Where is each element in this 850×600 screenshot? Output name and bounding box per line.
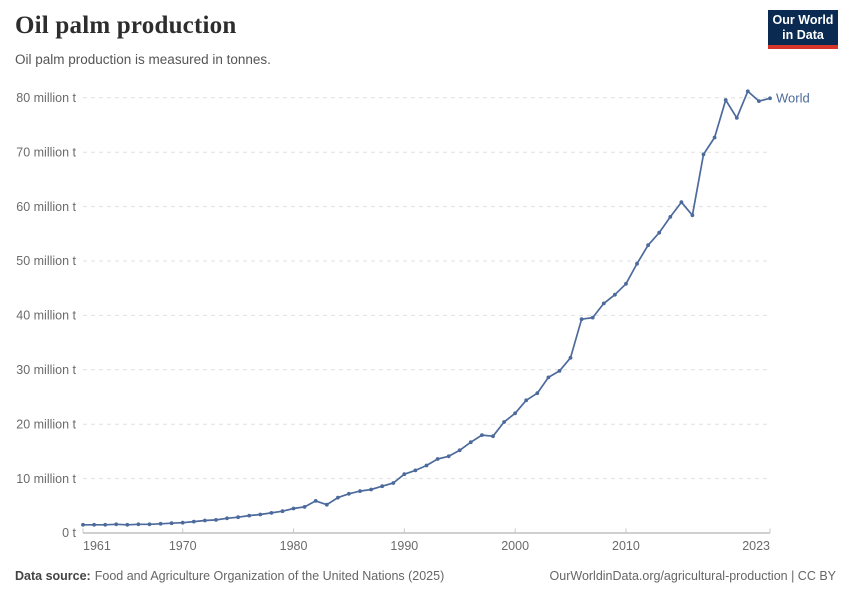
y-axis-tick-label: 40 million t	[16, 309, 76, 323]
data-point-marker[interactable]	[601, 301, 606, 306]
series-line-world[interactable]	[83, 90, 771, 526]
data-point-marker[interactable]	[768, 96, 772, 101]
owid-logo-line2: in Data	[782, 27, 824, 42]
data-point-marker[interactable]	[225, 516, 229, 521]
data-point-marker[interactable]	[701, 152, 706, 157]
page-title: Oil palm production	[15, 12, 237, 39]
data-point-marker[interactable]	[380, 484, 385, 489]
y-axis-tick-label: 50 million t	[16, 254, 76, 268]
owid-logo-line1: Our World	[772, 13, 834, 27]
data-source-text: Food and Agriculture Organization of the…	[94, 569, 445, 583]
data-point-marker[interactable]	[446, 454, 451, 459]
data-point-marker[interactable]	[391, 481, 396, 485]
data-point-marker[interactable]	[402, 472, 407, 477]
data-source-note: Data source: Food and Agriculture Organiz…	[15, 569, 444, 583]
x-axis-tick-label: 2000	[501, 539, 529, 553]
data-point-marker[interactable]	[369, 487, 373, 492]
data-point-marker[interactable]	[336, 495, 340, 500]
data-point-marker[interactable]	[191, 519, 196, 524]
x-axis-tick-label: 1980	[280, 539, 308, 553]
y-axis-tick-label: 30 million t	[16, 363, 76, 377]
data-point-marker[interactable]	[247, 513, 252, 518]
data-point-marker[interactable]	[169, 521, 174, 526]
data-point-marker[interactable]	[358, 489, 362, 493]
x-axis-tick-label: 1990	[390, 539, 418, 553]
data-point-marker[interactable]	[734, 116, 739, 120]
data-point-marker[interactable]	[524, 398, 529, 403]
data-point-marker[interactable]	[535, 391, 540, 396]
data-point-marker[interactable]	[214, 518, 218, 522]
data-point-marker[interactable]	[313, 499, 318, 503]
y-axis-tick-label: 80 million t	[16, 91, 76, 105]
data-point-marker[interactable]	[468, 440, 473, 445]
data-point-marker[interactable]	[81, 522, 85, 527]
data-point-marker[interactable]	[657, 230, 662, 235]
data-point-marker[interactable]	[180, 520, 185, 525]
data-point-marker[interactable]	[424, 463, 429, 468]
data-point-marker[interactable]	[302, 505, 307, 509]
data-point-marker[interactable]	[480, 433, 484, 437]
data-point-marker[interactable]	[347, 491, 351, 496]
data-point-marker[interactable]	[103, 522, 108, 527]
data-point-marker[interactable]	[613, 292, 617, 297]
x-axis-tick-label: 1970	[169, 539, 197, 553]
data-point-marker[interactable]	[624, 281, 628, 286]
data-point-marker[interactable]	[579, 317, 584, 322]
data-point-marker[interactable]	[280, 509, 285, 514]
data-point-marker[interactable]	[690, 213, 695, 218]
data-point-marker[interactable]	[568, 355, 573, 360]
data-point-marker[interactable]	[668, 215, 673, 219]
page-subtitle: Oil palm production is measured in tonne…	[15, 52, 271, 67]
data-point-marker[interactable]	[546, 375, 551, 380]
data-point-marker[interactable]	[491, 434, 495, 439]
footer-link[interactable]: OurWorldinData.org/agricultural-producti…	[549, 569, 836, 583]
data-point-marker[interactable]	[158, 521, 163, 526]
data-point-marker[interactable]	[646, 243, 650, 248]
data-point-marker[interactable]	[291, 506, 296, 511]
y-axis-tick-label: 0 t	[62, 526, 76, 540]
data-point-marker[interactable]	[269, 511, 274, 515]
y-axis-tick-label: 60 million t	[16, 200, 76, 214]
chart-footer: Data source: Food and Agriculture Organiz…	[15, 569, 836, 583]
owid-logo[interactable]: Our World in Data	[768, 10, 838, 49]
data-point-marker[interactable]	[712, 135, 717, 140]
data-point-marker[interactable]	[590, 315, 595, 320]
y-axis-tick-label: 20 million t	[16, 417, 76, 431]
x-axis-tick-label: 2023	[742, 539, 770, 553]
data-point-marker[interactable]	[236, 515, 241, 520]
data-point-marker[interactable]	[557, 369, 562, 373]
data-point-marker[interactable]	[203, 518, 207, 523]
data-point-marker[interactable]	[757, 99, 761, 103]
y-axis-tick-label: 70 million t	[16, 145, 76, 159]
data-point-marker[interactable]	[324, 502, 329, 507]
x-axis-tick-label: 1961	[83, 539, 111, 553]
data-point-marker[interactable]	[92, 522, 96, 527]
data-point-marker[interactable]	[635, 261, 639, 266]
data-point-marker[interactable]	[679, 200, 684, 205]
data-point-marker[interactable]	[413, 468, 418, 473]
data-point-marker[interactable]	[745, 89, 750, 94]
data-source-label: Data source:	[15, 569, 91, 583]
data-point-marker[interactable]	[125, 522, 130, 527]
data-point-marker[interactable]	[502, 420, 506, 424]
data-point-marker[interactable]	[723, 98, 728, 102]
data-point-marker[interactable]	[435, 457, 440, 461]
y-axis-tick-label: 10 million t	[16, 472, 76, 486]
data-point-marker[interactable]	[457, 448, 462, 453]
data-point-marker[interactable]	[513, 411, 517, 416]
series-label-world[interactable]: World	[776, 91, 810, 106]
x-axis-tick-label: 2010	[612, 539, 640, 553]
data-point-marker[interactable]	[258, 512, 263, 517]
data-point-marker[interactable]	[114, 522, 119, 527]
data-point-marker[interactable]	[147, 522, 152, 527]
data-point-marker[interactable]	[136, 522, 141, 527]
